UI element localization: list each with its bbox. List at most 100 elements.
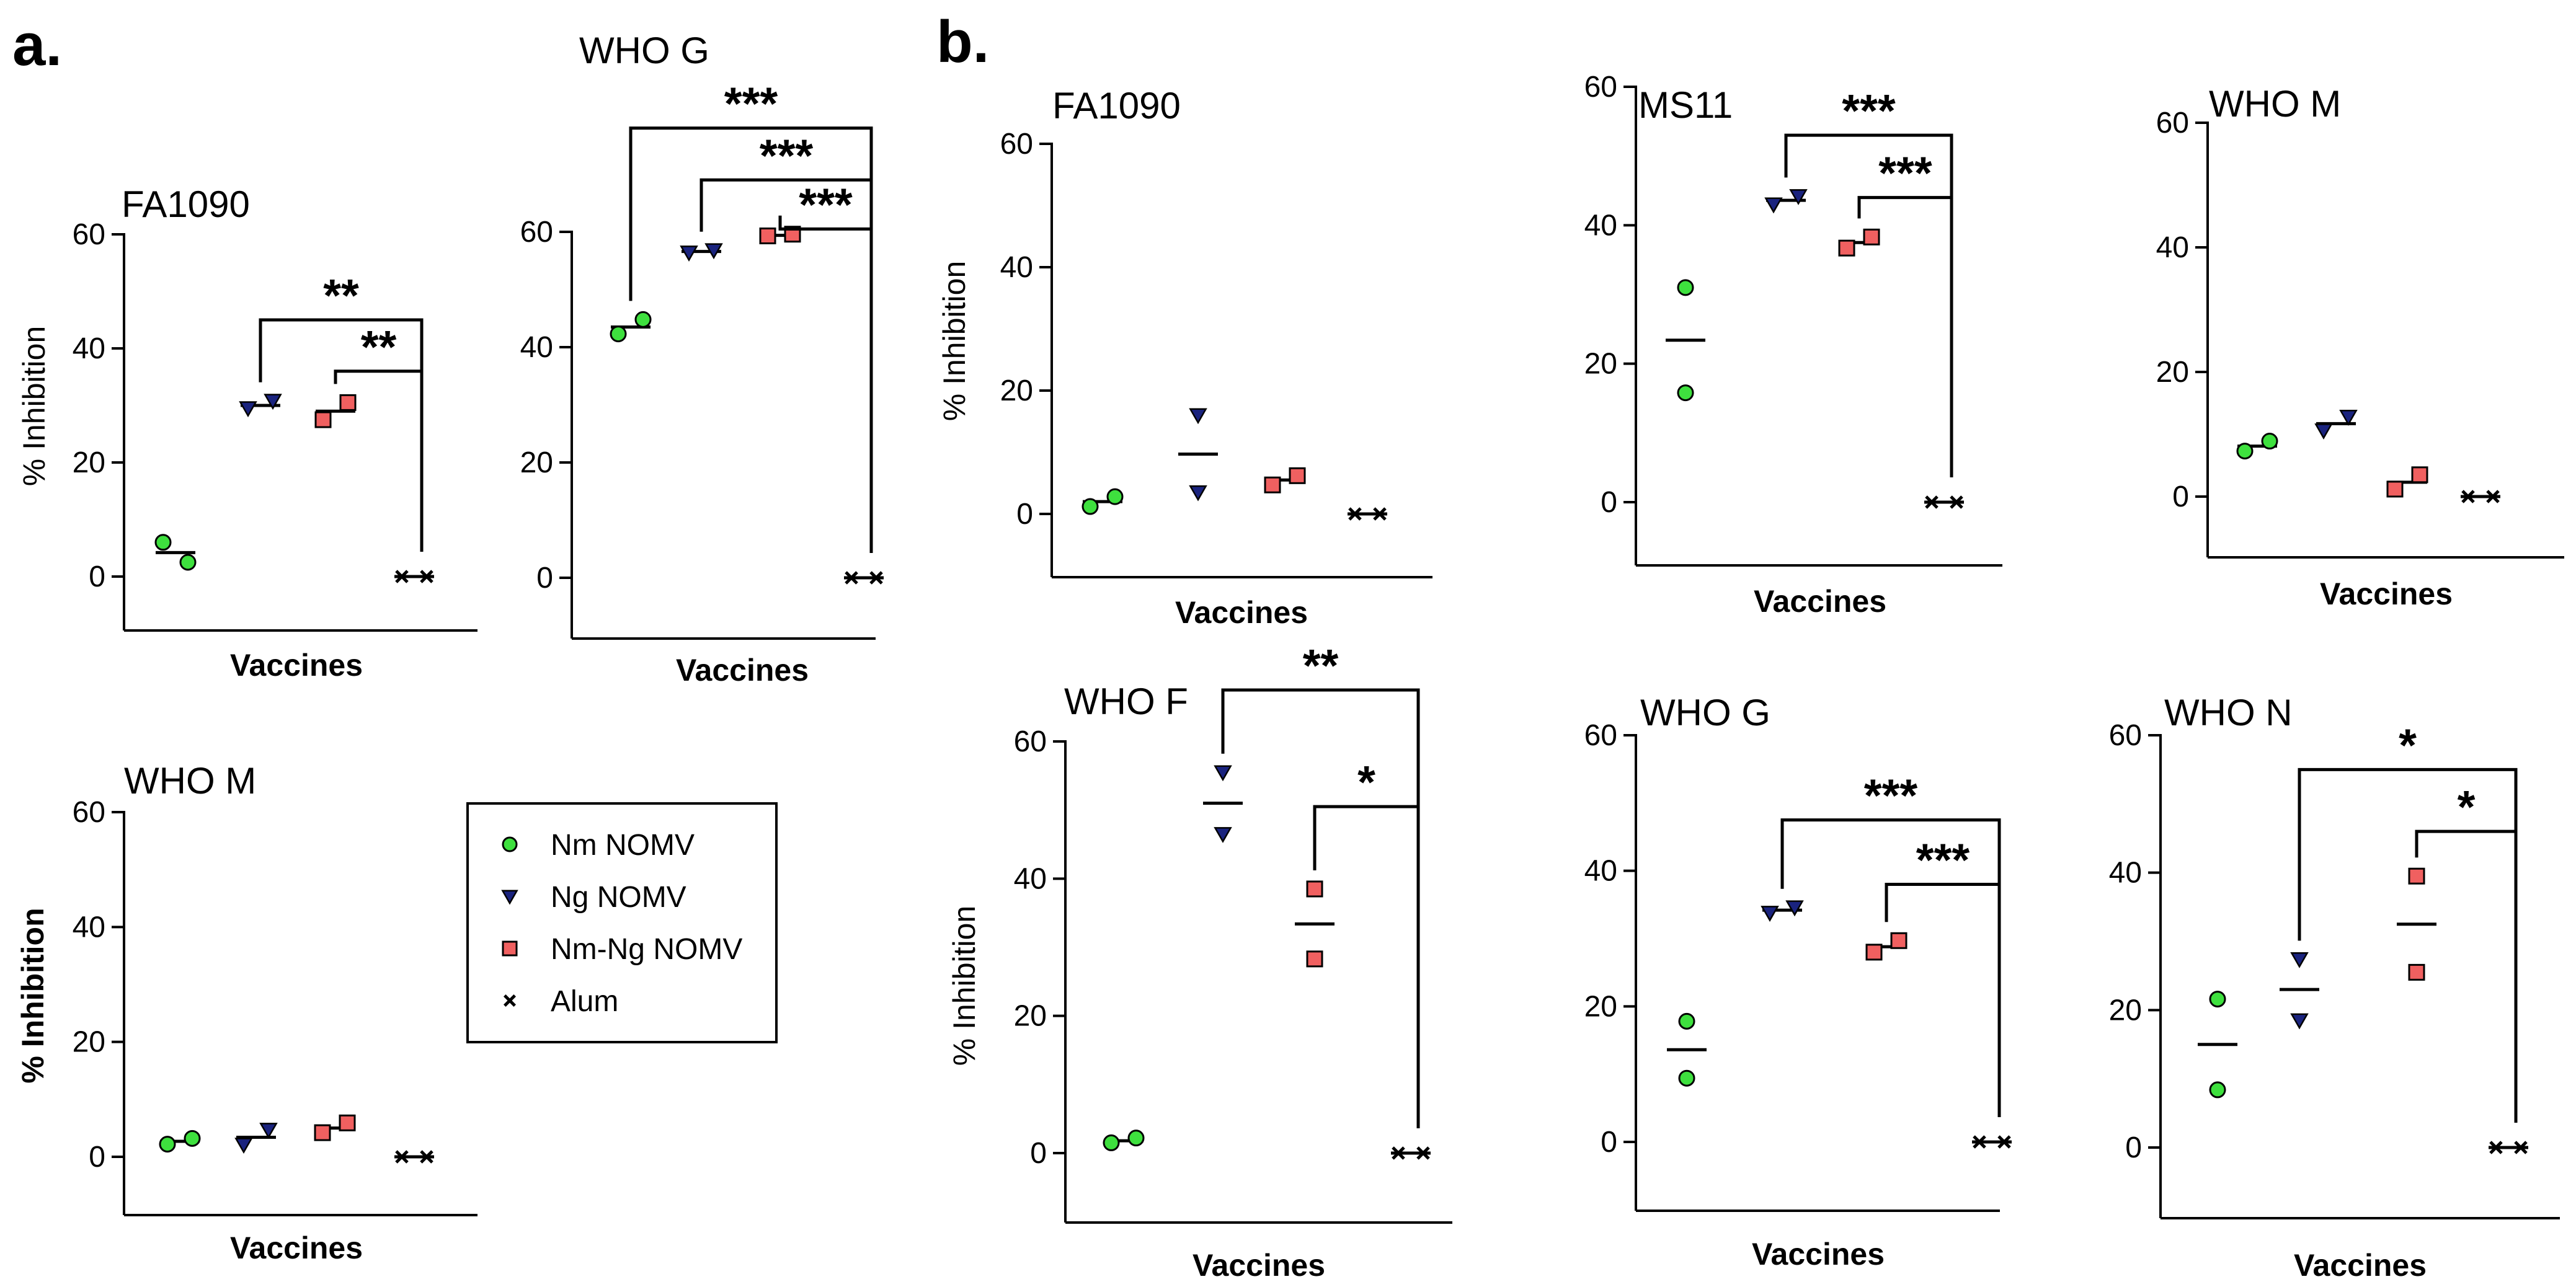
significance-bracket: *** <box>629 78 873 553</box>
point-alum <box>2514 1141 2528 1154</box>
series-nmng <box>314 1114 356 1141</box>
significance-stars: *** <box>1916 834 1970 886</box>
x-axis-label: Vaccines <box>2320 577 2453 611</box>
point-nm-nomv <box>2261 433 2278 450</box>
significance-bracket: * <box>2415 781 2518 1123</box>
series-alum <box>394 1150 434 1164</box>
significance-bracket: *** <box>1857 148 1953 477</box>
y-tick-label: 20 <box>1584 990 1617 1023</box>
y-tick-label: 60 <box>1584 71 1617 104</box>
significance-stars: *** <box>1878 148 1932 199</box>
point-nm-ng-nomv <box>1863 228 1880 245</box>
bracket-line <box>1885 883 2001 1117</box>
series-ng <box>1761 900 1804 922</box>
point-nm-ng-nomv <box>1890 932 1908 949</box>
y-tick-label: 20 <box>2109 994 2142 1027</box>
y-tick-label: 40 <box>73 332 105 365</box>
point-nm-ng-nomv <box>1289 467 1306 484</box>
significance-stars: *** <box>799 179 853 230</box>
series-ng <box>1178 408 1218 502</box>
series-alum <box>2489 1141 2528 1154</box>
significance-bracket: *** <box>1784 85 1953 477</box>
point-nm-ng-nomv <box>1865 944 1883 961</box>
point-nm-nomv <box>1127 1130 1145 1147</box>
point-nm-ng-nomv <box>314 1124 331 1141</box>
y-tick-label: 40 <box>1584 855 1617 888</box>
point-nm-ng-nomv <box>1264 476 1281 493</box>
legend-label: Nm-Ng NOMV <box>551 933 742 966</box>
y-tick-label: 60 <box>2109 719 2142 752</box>
y-tick-label: 20 <box>73 1026 105 1059</box>
point-nm-nomv <box>2209 991 2226 1008</box>
point-nm-ng-nomv <box>314 411 332 428</box>
y-tick-label: 60 <box>73 218 105 251</box>
bracket-line <box>334 369 424 552</box>
legend-item-nm: Nm NOMV <box>502 829 695 862</box>
point-alum <box>503 994 517 1007</box>
point-alum <box>2486 490 2500 503</box>
series-alum <box>844 571 884 585</box>
point-alum <box>869 571 883 585</box>
chart-title: MS11 <box>1638 84 1733 126</box>
point-ng-nomv <box>2314 423 2333 440</box>
significance-stars: ** <box>1303 640 1339 691</box>
point-ng-nomv <box>1214 765 1232 782</box>
point-nm-ng-nomv <box>2408 867 2425 885</box>
point-alum <box>395 1150 409 1164</box>
chart-b-whog: 0 20 40 60 WHO G Vaccines *** *** <box>1584 692 2012 1272</box>
point-ng-nomv <box>1189 485 1207 502</box>
point-alum <box>420 1150 433 1164</box>
series-nmng <box>2397 867 2436 981</box>
significance-bracket: *** <box>778 179 873 553</box>
y-tick-label: 0 <box>2172 480 2189 513</box>
significance-bracket: * <box>1313 756 1420 1128</box>
y-tick-label: 40 <box>1584 209 1617 242</box>
significance-stars: * <box>2458 781 2476 833</box>
bracket-line <box>2298 767 2518 1123</box>
point-nm-nomv <box>2209 1081 2226 1099</box>
y-tick-label: 20 <box>73 446 105 479</box>
y-tick-label: 20 <box>2156 356 2189 389</box>
series-nm <box>159 1130 201 1153</box>
series-nmng <box>2386 466 2428 498</box>
significance-stars: * <box>1357 756 1375 808</box>
y-tick-label: 40 <box>520 331 553 364</box>
point-nm-nomv <box>159 1136 176 1153</box>
point-nm-nomv <box>179 554 197 571</box>
point-alum <box>2489 1141 2503 1154</box>
bracket-line <box>259 318 424 552</box>
point-ng-nomv <box>1214 827 1232 843</box>
legend-label: Ng NOMV <box>551 881 686 914</box>
legend-label: Nm NOMV <box>551 829 695 862</box>
significance-stars: *** <box>724 78 778 130</box>
point-ng-nomv <box>1785 900 1804 917</box>
significance-stars: * <box>2399 719 2417 771</box>
point-nm-nomv <box>184 1130 201 1147</box>
point-nm-ng-nomv <box>339 394 357 411</box>
point-ng-nomv <box>704 243 723 260</box>
point-alum <box>1416 1146 1430 1160</box>
point-nm-nomv <box>2236 443 2254 460</box>
legend-box <box>466 802 778 1043</box>
y-tick-label: 40 <box>1000 251 1033 284</box>
point-ng-nomv <box>239 401 257 418</box>
x-axis-label: Vaccines <box>1754 584 1886 619</box>
series-nmng <box>1264 467 1306 493</box>
point-nm-ng-nomv <box>502 940 518 957</box>
point-nm-nomv <box>610 325 627 343</box>
legend-label: Alum <box>551 985 618 1018</box>
point-nm-ng-nomv <box>339 1114 356 1131</box>
series-nmng <box>314 394 357 428</box>
bracket-line <box>778 215 873 553</box>
y-tick-label: 0 <box>536 562 553 595</box>
point-nm-ng-nomv <box>1838 239 1855 257</box>
point-alum <box>420 570 433 583</box>
point-nm-nomv <box>1677 384 1694 402</box>
series-ng <box>239 394 282 418</box>
point-alum <box>395 570 409 583</box>
legend: Nm NOMV Ng NOMV Nm-Ng NOMV Alum <box>466 802 778 1043</box>
